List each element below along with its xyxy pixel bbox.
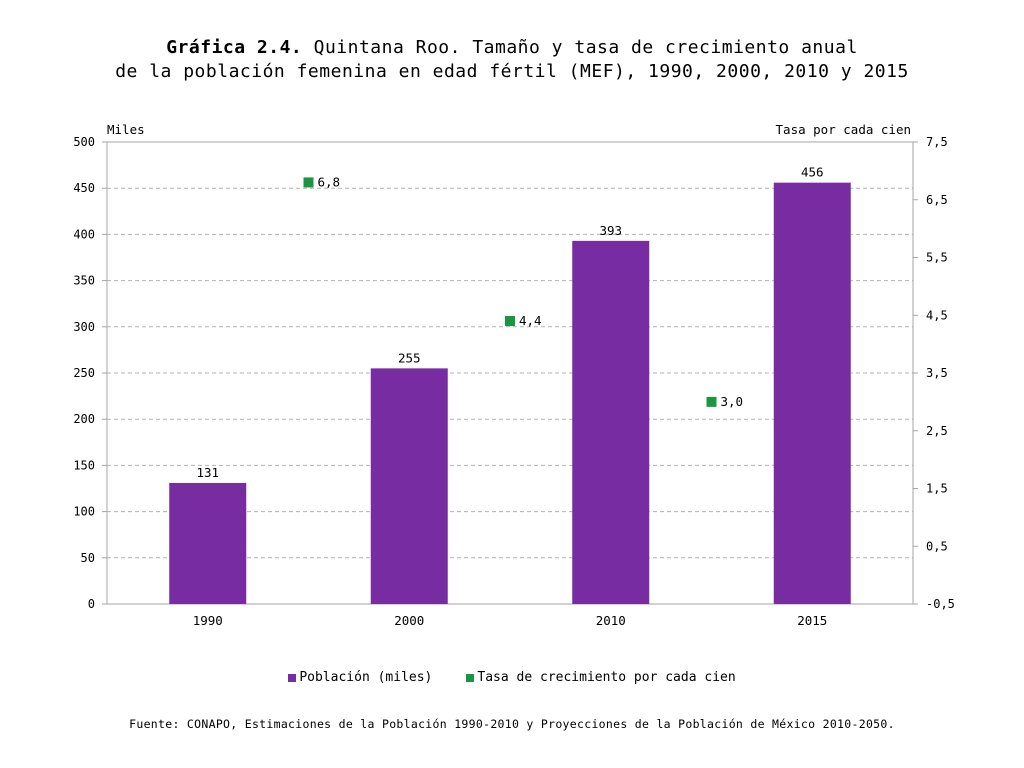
y-left-tick-label: 400 xyxy=(73,227,95,241)
y-left-tick-label: 250 xyxy=(73,366,95,380)
y-left-tick-label: 0 xyxy=(88,597,95,611)
y-left-tick-label: 450 xyxy=(73,181,95,195)
y-right-tick-label: 5,5 xyxy=(926,251,948,265)
y-right-tick-label: 1,5 xyxy=(926,482,948,496)
y-right-tick-label: 7,5 xyxy=(926,135,948,149)
x-tick-label: 2000 xyxy=(394,613,424,628)
y-left-tick-label: 100 xyxy=(73,505,95,519)
y-left-tick-label: 500 xyxy=(73,135,95,149)
bar-value-label: 393 xyxy=(599,223,622,238)
chart-title-line-1: Gráfica 2.4. Quintana Roo. Tamaño y tasa… xyxy=(0,36,1024,60)
bar-value-label: 131 xyxy=(196,465,219,480)
rate-value-label: 4,4 xyxy=(519,313,542,328)
source-note: Fuente: CONAPO, Estimaciones de la Pobla… xyxy=(129,717,895,731)
x-tick-label: 2010 xyxy=(596,613,626,628)
chart-title: Gráfica 2.4. Quintana Roo. Tamaño y tasa… xyxy=(0,36,1024,84)
bar-2015 xyxy=(773,182,851,604)
legend-swatch-bar xyxy=(288,673,297,682)
y-right-tick-label: -0,5 xyxy=(926,597,955,611)
chart-title-line-2: de la población femenina en edad fértil … xyxy=(115,61,909,82)
x-tick-label: 1990 xyxy=(193,613,223,628)
chart-title-prefix: Gráfica 2.4. xyxy=(166,37,303,58)
chart-title-line1-text: Quintana Roo. Tamaño y tasa de crecimien… xyxy=(302,37,858,58)
rate-value-label: 6,8 xyxy=(318,174,341,189)
legend-item-poblacion: Población (miles) xyxy=(288,670,432,685)
y-left-tick-label: 50 xyxy=(81,551,95,565)
chart-legend: Población (miles) Tasa de crecimiento po… xyxy=(0,670,1024,685)
bar-2000 xyxy=(370,368,448,604)
y-left-tick-label: 350 xyxy=(73,274,95,288)
legend-item-tasa: Tasa de crecimiento por cada cien xyxy=(466,670,736,685)
y-left-tick-label: 300 xyxy=(73,320,95,334)
y-right-axis-title: Tasa por cada cien xyxy=(776,122,911,137)
y-left-tick-label: 150 xyxy=(73,458,95,472)
bar-value-label: 255 xyxy=(398,350,421,365)
legend-swatch-marker xyxy=(466,673,475,682)
rate-value-label: 3,0 xyxy=(721,394,744,409)
y-right-tick-label: 6,5 xyxy=(926,193,948,207)
rate-marker-1990-2000 xyxy=(303,177,314,188)
rate-marker-2000-2010 xyxy=(505,316,515,327)
y-right-tick-label: 3,5 xyxy=(926,366,948,380)
bar-chart: 0 50 100 150 200 250 300 350 400 450 500 -0,5 0,5 1,5… xyxy=(73,122,955,628)
rate-marker-2010-2015 xyxy=(706,396,717,407)
bar-value-label: 456 xyxy=(801,165,824,180)
y-right-tick-label: 2,5 xyxy=(926,424,948,438)
y-right-tick-label: 4,5 xyxy=(926,308,948,322)
bar-1990 xyxy=(169,482,247,604)
legend-label-tasa: Tasa de crecimiento por cada cien xyxy=(477,670,736,685)
y-right-tick-label: 0,5 xyxy=(926,539,948,553)
x-tick-label: 2015 xyxy=(797,613,827,628)
bar-2010 xyxy=(572,240,650,605)
legend-label-poblacion: Población (miles) xyxy=(299,670,433,685)
y-left-axis-title: Miles xyxy=(107,122,145,137)
y-left-tick-label: 200 xyxy=(73,412,95,426)
